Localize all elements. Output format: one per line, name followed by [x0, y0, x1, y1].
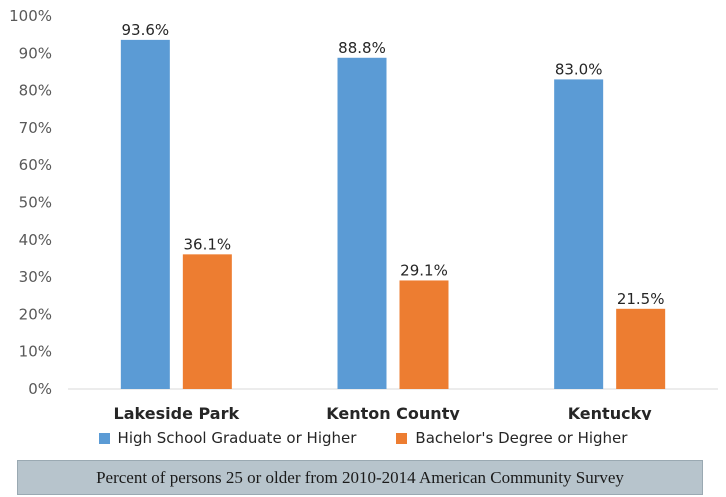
bar-bachelors [616, 308, 666, 389]
bar-high-school [120, 39, 170, 389]
legend-swatch-high-school [98, 432, 110, 444]
data-label-bachelors: 36.1% [184, 235, 232, 253]
category-labels: Lakeside Park Kenton County Kentucky [114, 404, 653, 420]
y-tick-label: 20% [19, 305, 52, 323]
bar-high-school [337, 57, 387, 389]
caption-box: Percent of persons 25 or older from 2010… [17, 460, 703, 495]
legend-swatch-bachelors [396, 432, 408, 444]
y-tick-label: 40% [19, 231, 52, 249]
category-label: Kenton County [326, 404, 460, 420]
bar-bachelors [399, 280, 449, 389]
legend: High School Graduate or Higher Bachelor'… [0, 426, 726, 450]
bar-high-school [554, 79, 604, 389]
data-label-bachelors: 21.5% [617, 290, 665, 308]
caption-text: Percent of persons 25 or older from 2010… [96, 467, 624, 487]
y-tick-label: 0% [28, 380, 52, 398]
y-tick-label: 50% [19, 194, 52, 212]
data-label-bachelors: 29.1% [400, 261, 448, 279]
legend-label-high-school: High School Graduate or Higher [117, 429, 357, 447]
y-axis-ticks: 0% 10% 20% 30% 40% 50% 60% 70% 80% 90% 100% [9, 7, 52, 398]
y-tick-label: 80% [19, 82, 52, 100]
bars [120, 39, 666, 389]
y-tick-label: 70% [19, 119, 52, 137]
y-tick-label: 100% [9, 7, 52, 25]
category-label: Kentucky [568, 404, 653, 420]
legend-item-high-school: High School Graduate or Higher [98, 426, 357, 450]
data-label-high-school: 88.8% [338, 39, 386, 57]
legend-item-bachelors: Bachelor's Degree or Higher [396, 426, 627, 450]
data-labels: 93.6% 36.1% 88.8% 29.1% 83.0% 21.5% [122, 21, 665, 308]
y-tick-label: 10% [19, 343, 52, 361]
data-label-high-school: 93.6% [122, 21, 170, 39]
y-tick-label: 30% [19, 268, 52, 286]
bar-chart: 0% 10% 20% 30% 40% 50% 60% 70% 80% 90% 100% 93.6% 3… [9, 7, 718, 420]
bar-bachelors [182, 254, 232, 389]
data-label-high-school: 83.0% [555, 60, 603, 78]
y-tick-label: 60% [19, 156, 52, 174]
category-label: Lakeside Park [114, 404, 240, 420]
legend-label-bachelors: Bachelor's Degree or Higher [415, 429, 628, 447]
y-tick-label: 90% [19, 44, 52, 62]
